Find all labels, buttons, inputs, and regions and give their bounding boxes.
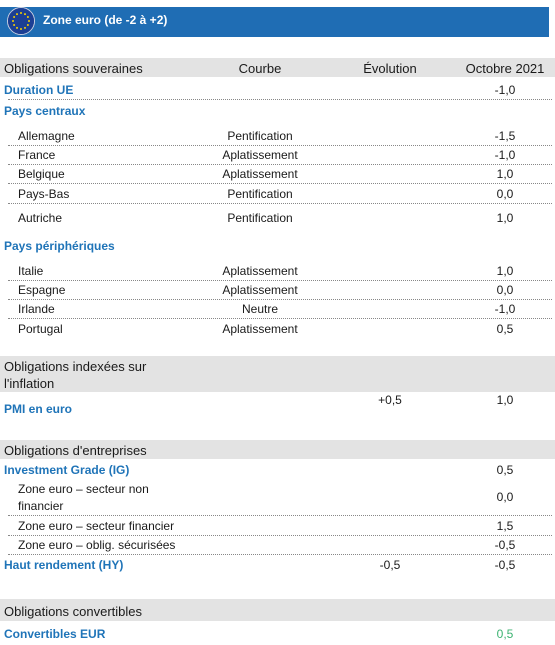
segment-label-line1: Zone euro – secteur non <box>18 482 149 496</box>
column-header-row: Obligations souveraines Courbe Évolution… <box>0 58 555 77</box>
october-value: 0,0 <box>496 283 514 297</box>
col-october: Octobre 2021 <box>465 61 545 76</box>
october-value: 0,0 <box>496 490 514 504</box>
table-title: Zone euro (de -2 à +2) <box>43 13 168 27</box>
segment-label: Zone euro – secteur financier <box>18 519 175 533</box>
core-title-row: Pays centraux <box>0 102 555 122</box>
october-value: 1,0 <box>496 211 514 225</box>
convertibles-eur-row: Convertibles EUR 0,5 <box>0 624 555 644</box>
ig-october: 0,5 <box>496 463 514 477</box>
pmi-label: PMI en euro <box>4 402 73 416</box>
october-value: -1,5 <box>494 129 516 143</box>
ig-row: Investment Grade (IG) 0,5 <box>0 460 555 480</box>
table-row: Zone euro – oblig. sécurisées -0,5 <box>0 535 555 555</box>
col-category: Obligations souveraines <box>4 61 143 76</box>
october-value: 1,5 <box>496 519 514 533</box>
duration-row: Duration UE -1,0 <box>0 80 555 100</box>
pmi-row: PMI en euro +0,5 1,0 <box>0 392 555 422</box>
curve-value: Pentification <box>227 187 293 201</box>
convertibles-title: Obligations convertibles <box>4 604 143 619</box>
country-label: Autriche <box>18 211 63 225</box>
table-row: Zone euro – secteur non financier 0,0 <box>0 480 555 516</box>
inflation-section: Obligations indexées sur l'inflation <box>0 356 555 392</box>
hy-evolution: -0,5 <box>379 558 401 572</box>
periphery-title-row: Pays périphériques <box>0 237 555 257</box>
col-curve: Courbe <box>238 61 282 76</box>
country-label: Irlande <box>18 302 55 316</box>
country-label: Espagne <box>18 283 66 297</box>
table-header-bar: Zone euro (de -2 à +2) <box>0 7 549 37</box>
table-row: Zone euro – secteur financier 1,5 <box>0 516 555 536</box>
curve-value: Aplatissement <box>222 283 298 297</box>
country-label: Allemagne <box>18 129 75 143</box>
eu-flag-icon <box>7 7 35 35</box>
curve-value: Pentification <box>227 211 293 225</box>
october-value: 0,5 <box>496 322 514 336</box>
inflation-title-line1: Obligations indexées sur <box>4 359 147 374</box>
table-row: Espagne Aplatissement 0,0 <box>0 280 555 300</box>
pmi-evolution: +0,5 <box>378 393 402 407</box>
segment-label-line2: financier <box>18 499 64 513</box>
october-value: 1,0 <box>496 264 514 278</box>
convertibles-eur-label: Convertibles EUR <box>4 627 106 641</box>
convertibles-section: Obligations convertibles <box>0 599 555 621</box>
october-value: -1,0 <box>494 302 516 316</box>
table-row: Italie Aplatissement 1,0 <box>0 261 555 281</box>
pmi-october: 1,0 <box>496 393 514 407</box>
table-row: France Aplatissement -1,0 <box>0 145 555 165</box>
curve-value: Aplatissement <box>222 322 298 336</box>
corporate-title: Obligations d'entreprises <box>4 443 147 458</box>
table-row: Portugal Aplatissement 0,5 <box>0 319 555 339</box>
duration-label: Duration UE <box>4 83 74 97</box>
table-row: Belgique Aplatissement 1,0 <box>0 164 555 184</box>
hy-row: Haut rendement (HY) -0,5 -0,5 <box>0 556 555 576</box>
october-value: -1,0 <box>494 148 516 162</box>
october-value: -0,5 <box>494 538 516 552</box>
country-label: France <box>18 148 56 162</box>
ig-label: Investment Grade (IG) <box>4 463 130 477</box>
convertibles-eur-october: 0,5 <box>496 627 514 641</box>
hy-label: Haut rendement (HY) <box>4 558 124 572</box>
duration-october: -1,0 <box>494 83 516 97</box>
curve-value: Aplatissement <box>222 167 298 181</box>
periphery-title: Pays périphériques <box>4 239 115 253</box>
curve-value: Aplatissement <box>222 264 298 278</box>
segment-label: Zone euro – oblig. sécurisées <box>18 538 176 552</box>
country-label: Belgique <box>18 167 65 181</box>
col-evolution: Évolution <box>363 61 417 76</box>
country-label: Italie <box>18 264 44 278</box>
curve-value: Aplatissement <box>222 148 298 162</box>
corporate-section: Obligations d'entreprises <box>0 440 555 459</box>
inflation-title-line2: l'inflation <box>4 376 55 391</box>
country-label: Pays-Bas <box>18 187 70 201</box>
country-label: Portugal <box>18 322 63 336</box>
table-row: Allemagne Pentification -1,5 <box>0 126 555 146</box>
curve-value: Neutre <box>241 302 279 316</box>
table-row: Autriche Pentification 1,0 <box>0 208 555 228</box>
october-value: 0,0 <box>496 187 514 201</box>
hy-october: -0,5 <box>494 558 516 572</box>
curve-value: Pentification <box>227 129 293 143</box>
core-title: Pays centraux <box>4 104 86 118</box>
october-value: 1,0 <box>496 167 514 181</box>
table-row: Pays-Bas Pentification 0,0 <box>0 184 555 204</box>
table-row: Irlande Neutre -1,0 <box>0 299 555 319</box>
